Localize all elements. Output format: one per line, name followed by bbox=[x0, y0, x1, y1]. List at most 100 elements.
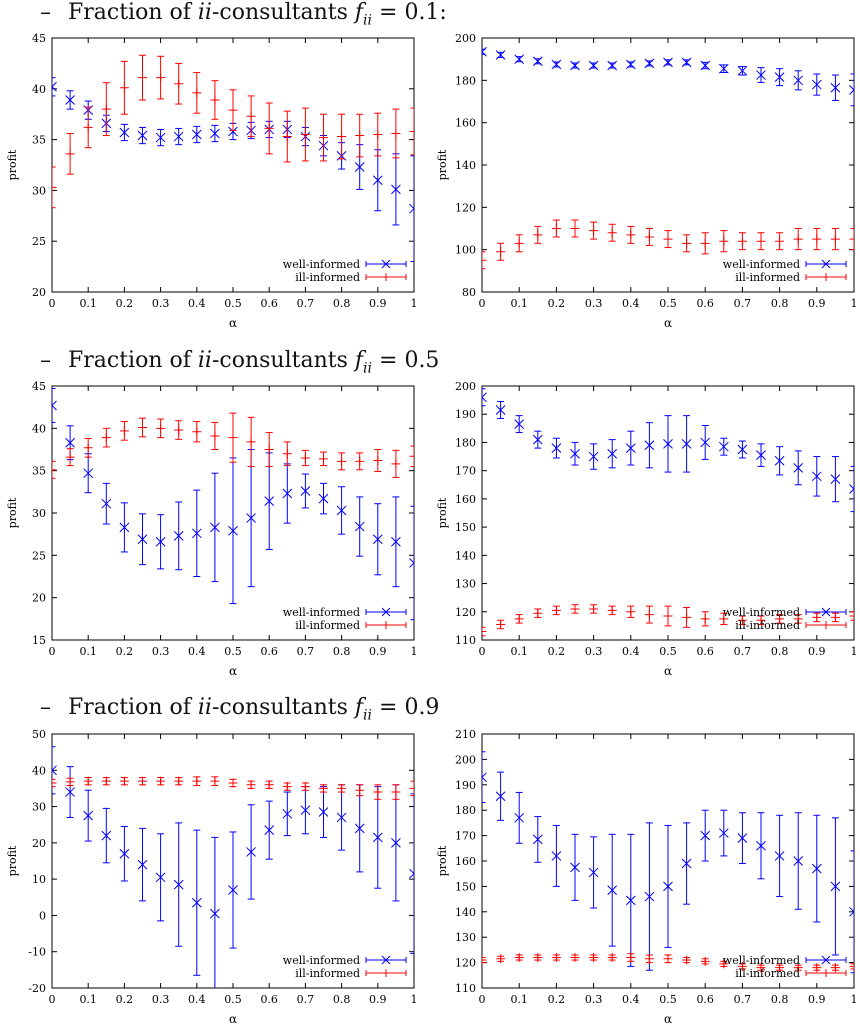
data-point bbox=[336, 812, 347, 823]
data-point bbox=[65, 787, 75, 797]
y-tick-label: 150 bbox=[455, 880, 476, 893]
series-well-informed bbox=[482, 46, 854, 107]
heading-f: f bbox=[354, 695, 364, 720]
heading-eq: = 0.1: bbox=[379, 0, 447, 25]
y-tick-label: 40 bbox=[32, 422, 46, 435]
section-heading-1: – Fraction of ii-consultants fii = 0.1: bbox=[40, 0, 447, 28]
data-point bbox=[101, 433, 111, 443]
y-axis-label: profit bbox=[6, 845, 19, 876]
data-point bbox=[774, 72, 785, 83]
data-point bbox=[318, 807, 329, 817]
data-point bbox=[663, 881, 673, 892]
data-point bbox=[409, 868, 414, 879]
data-point bbox=[119, 127, 130, 138]
plot-area bbox=[52, 746, 414, 988]
data-point bbox=[155, 132, 166, 143]
data-point bbox=[607, 605, 617, 615]
data-point bbox=[570, 224, 580, 233]
y-tick-label: 45 bbox=[32, 32, 46, 45]
y-tick-label: 35 bbox=[32, 465, 46, 478]
data-point bbox=[173, 131, 184, 142]
data-point bbox=[570, 448, 580, 459]
heading-mid: -consultants bbox=[211, 0, 348, 25]
legend-label: ill-informed bbox=[735, 619, 800, 632]
data-point bbox=[355, 131, 365, 141]
x-tick-label: 0.4 bbox=[622, 297, 640, 310]
data-point bbox=[514, 953, 524, 963]
data-point bbox=[65, 95, 75, 105]
x-tick-label: 0.5 bbox=[224, 297, 242, 310]
x-tick-label: 0.3 bbox=[585, 645, 603, 658]
data-point bbox=[700, 830, 711, 841]
data-point bbox=[811, 863, 822, 874]
x-tick-label: 0 bbox=[49, 297, 56, 310]
legend-label: well-informed bbox=[283, 258, 360, 271]
data-point bbox=[625, 895, 636, 906]
y-tick-label: 160 bbox=[455, 855, 476, 868]
x-tick-label: 0 bbox=[479, 993, 486, 1006]
data-point bbox=[372, 175, 383, 186]
x-tick-label: 0.1 bbox=[510, 993, 528, 1006]
data-point bbox=[849, 484, 854, 494]
x-tick-label: 0.7 bbox=[297, 297, 315, 310]
series-ill-informed bbox=[482, 604, 854, 637]
x-tick-label: 0.8 bbox=[771, 297, 789, 310]
data-point bbox=[625, 443, 636, 453]
data-point bbox=[83, 443, 93, 453]
x-tick-label: 0.7 bbox=[734, 297, 752, 310]
data-point bbox=[551, 953, 561, 963]
y-tick-label: 120 bbox=[455, 606, 476, 619]
y-tick-label: 210 bbox=[455, 728, 476, 741]
data-point bbox=[210, 522, 220, 533]
x-tick-label: 0.2 bbox=[116, 645, 134, 658]
data-point bbox=[264, 445, 274, 454]
legend-label: well-informed bbox=[723, 606, 800, 619]
y-tick-label: 140 bbox=[455, 159, 476, 172]
data-point bbox=[52, 182, 57, 192]
data-point bbox=[337, 132, 347, 142]
x-tick-label: 0.9 bbox=[369, 993, 387, 1006]
y-tick-label: 110 bbox=[455, 634, 476, 647]
data-point bbox=[191, 129, 202, 140]
x-tick-label: 0.2 bbox=[548, 297, 566, 310]
data-point bbox=[681, 858, 692, 869]
data-point bbox=[607, 228, 617, 238]
data-point bbox=[812, 234, 822, 244]
x-tick-label: 0.9 bbox=[808, 297, 826, 310]
data-point bbox=[533, 230, 543, 240]
plot-area bbox=[482, 388, 854, 637]
x-tick-label: 0.9 bbox=[808, 993, 826, 1006]
data-point bbox=[849, 611, 854, 621]
data-point bbox=[228, 105, 238, 115]
data-point bbox=[83, 122, 93, 132]
x-axis-label: α bbox=[229, 664, 237, 678]
data-point bbox=[644, 440, 655, 451]
data-point bbox=[756, 70, 766, 80]
data-point bbox=[626, 607, 636, 617]
heading-symbol: ii bbox=[197, 348, 212, 373]
data-point bbox=[319, 133, 328, 143]
series-well-informed bbox=[52, 746, 414, 988]
data-point bbox=[192, 88, 202, 98]
data-point bbox=[409, 558, 414, 568]
data-point bbox=[101, 776, 111, 786]
data-point bbox=[607, 953, 617, 963]
data-point bbox=[533, 953, 543, 963]
data-point bbox=[737, 961, 747, 971]
data-point bbox=[775, 236, 785, 246]
data-point bbox=[210, 908, 220, 919]
data-point bbox=[337, 456, 347, 466]
data-point bbox=[119, 426, 129, 436]
data-point bbox=[119, 848, 130, 859]
data-point bbox=[514, 419, 525, 429]
data-point bbox=[551, 851, 562, 861]
data-point bbox=[589, 226, 599, 236]
x-tick-label: 0 bbox=[49, 993, 56, 1006]
x-tick-label: 0.2 bbox=[116, 993, 134, 1006]
chart-fii-0.1-left: 0 0.1 0.2 0.3 0.4 0.5 0.6 0.7 0.8 0.9 1 20 25 30 35 40 4… bbox=[6, 32, 418, 330]
x-tick-label: 0.4 bbox=[188, 645, 206, 658]
data-point bbox=[52, 465, 57, 475]
data-point bbox=[83, 810, 94, 821]
x-tick-label: 0.1 bbox=[510, 297, 528, 310]
heading-sub: ii bbox=[363, 12, 373, 29]
